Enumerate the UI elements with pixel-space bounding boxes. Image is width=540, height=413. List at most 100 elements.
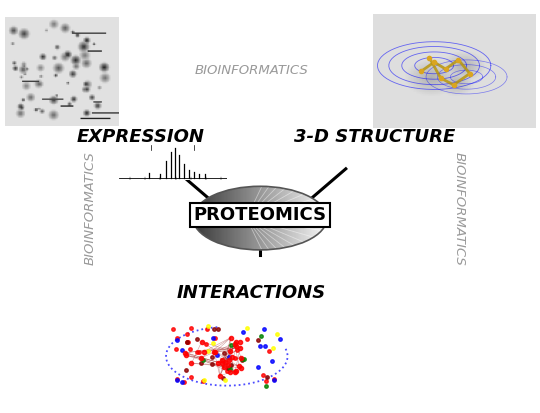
Polygon shape <box>264 186 265 250</box>
Polygon shape <box>211 196 212 240</box>
Polygon shape <box>248 187 249 249</box>
Polygon shape <box>317 202 318 235</box>
Polygon shape <box>237 188 238 248</box>
Polygon shape <box>239 188 240 248</box>
Polygon shape <box>297 192 298 244</box>
Polygon shape <box>292 190 294 246</box>
Polygon shape <box>299 192 300 244</box>
Polygon shape <box>225 191 227 245</box>
Polygon shape <box>205 199 206 237</box>
Polygon shape <box>320 205 321 231</box>
Polygon shape <box>275 187 277 249</box>
Polygon shape <box>319 204 320 233</box>
Polygon shape <box>313 199 314 237</box>
Polygon shape <box>271 187 272 249</box>
Polygon shape <box>227 190 228 246</box>
Polygon shape <box>228 190 229 246</box>
Polygon shape <box>200 204 201 233</box>
Text: BIOINFORMATICS: BIOINFORMATICS <box>453 152 465 266</box>
Polygon shape <box>262 186 264 250</box>
Polygon shape <box>303 194 305 242</box>
Polygon shape <box>309 197 310 240</box>
Polygon shape <box>215 194 217 242</box>
Polygon shape <box>206 199 207 237</box>
Polygon shape <box>234 189 235 247</box>
Polygon shape <box>230 190 231 247</box>
Polygon shape <box>255 186 256 250</box>
Polygon shape <box>272 187 273 249</box>
Polygon shape <box>300 193 301 243</box>
Polygon shape <box>195 209 197 227</box>
Polygon shape <box>269 187 270 249</box>
Polygon shape <box>235 188 237 248</box>
Polygon shape <box>208 197 210 239</box>
Polygon shape <box>318 203 319 233</box>
Polygon shape <box>246 187 247 249</box>
Polygon shape <box>274 187 275 249</box>
Polygon shape <box>217 194 218 242</box>
Text: BIOINFORMATICS: BIOINFORMATICS <box>195 64 308 77</box>
Polygon shape <box>238 188 239 248</box>
Polygon shape <box>213 195 214 241</box>
Polygon shape <box>307 196 308 240</box>
Polygon shape <box>295 191 296 245</box>
Polygon shape <box>231 189 232 247</box>
Polygon shape <box>294 191 295 245</box>
Polygon shape <box>222 192 223 244</box>
Polygon shape <box>284 188 285 248</box>
Polygon shape <box>279 188 280 249</box>
Polygon shape <box>202 202 203 235</box>
Polygon shape <box>289 190 290 247</box>
Polygon shape <box>259 186 260 250</box>
Polygon shape <box>310 197 312 239</box>
Polygon shape <box>305 195 306 242</box>
Polygon shape <box>214 195 215 242</box>
Polygon shape <box>250 187 251 249</box>
Polygon shape <box>221 192 222 244</box>
Text: BIOINFORMATICS: BIOINFORMATICS <box>84 152 97 266</box>
Polygon shape <box>193 214 194 222</box>
Polygon shape <box>280 188 281 248</box>
Polygon shape <box>312 198 313 238</box>
Polygon shape <box>290 190 291 247</box>
Polygon shape <box>325 211 326 225</box>
Polygon shape <box>232 189 233 247</box>
Polygon shape <box>212 196 213 240</box>
Polygon shape <box>247 187 248 249</box>
Polygon shape <box>326 214 327 222</box>
Polygon shape <box>306 195 307 241</box>
Polygon shape <box>323 209 325 227</box>
Polygon shape <box>218 193 219 243</box>
Text: 3-D STRUCTURE: 3-D STRUCTURE <box>294 128 456 146</box>
Polygon shape <box>242 188 243 249</box>
Polygon shape <box>243 187 245 249</box>
Polygon shape <box>287 189 288 247</box>
Polygon shape <box>266 186 267 250</box>
Polygon shape <box>286 189 287 247</box>
Polygon shape <box>210 197 211 240</box>
Polygon shape <box>241 188 242 249</box>
Polygon shape <box>322 207 323 229</box>
Polygon shape <box>251 187 252 249</box>
Polygon shape <box>256 186 258 250</box>
Polygon shape <box>229 190 230 247</box>
Polygon shape <box>198 206 199 230</box>
Polygon shape <box>273 187 274 249</box>
Polygon shape <box>240 188 241 249</box>
Polygon shape <box>298 192 299 244</box>
Polygon shape <box>204 200 205 236</box>
Polygon shape <box>219 193 220 243</box>
Polygon shape <box>245 187 246 249</box>
Polygon shape <box>260 186 261 250</box>
Polygon shape <box>254 186 255 250</box>
Polygon shape <box>267 187 268 250</box>
Polygon shape <box>233 189 234 247</box>
Polygon shape <box>265 186 266 250</box>
Polygon shape <box>207 198 208 238</box>
Polygon shape <box>277 188 278 249</box>
Polygon shape <box>321 206 322 230</box>
Polygon shape <box>197 207 198 229</box>
Polygon shape <box>249 187 250 249</box>
Polygon shape <box>315 200 316 236</box>
Polygon shape <box>223 191 224 245</box>
